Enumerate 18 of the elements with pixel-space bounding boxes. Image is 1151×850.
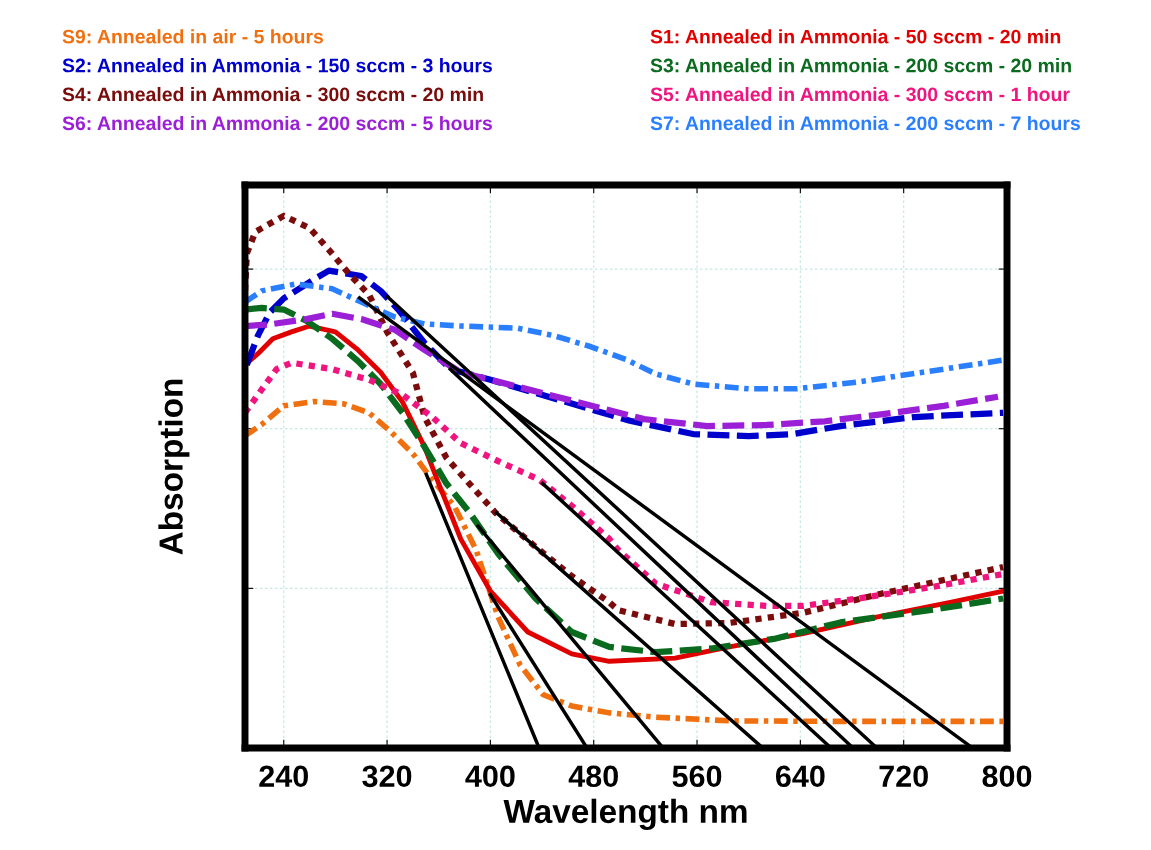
- x-tick-label: 560: [672, 765, 722, 788]
- text: S4: Annealed in Ammonia - 300 sccm - 20 min: [62, 86, 483, 102]
- text: S5: Annealed in Ammonia - 300 sccm - 1 hour: [650, 86, 1070, 102]
- x-tick-label: 240: [259, 765, 308, 788]
- x-tick-label: 720: [879, 765, 928, 788]
- text: S9: Annealed in air - 5 hours: [62, 29, 324, 44]
- text: S2: Annealed in Ammonia - 150 sccm - 3 hours: [62, 58, 492, 73]
- x-tick-label: 320: [362, 765, 412, 788]
- text: S3: Annealed in Ammonia - 200 sccm - 20 min: [650, 58, 1071, 73]
- y-axis-title: Absorption: [158, 379, 190, 555]
- text: S6: Annealed in Ammonia - 200 sccm - 5 hours: [62, 115, 492, 131]
- x-tick-label: 400: [465, 765, 515, 788]
- x-axis-title: Wavelength nm: [503, 798, 747, 830]
- x-tick-label: 480: [568, 765, 618, 788]
- text: S7: Annealed in Ammonia - 200 sccm - 7 hours: [650, 115, 1080, 131]
- text: S1: Annealed in Ammonia - 50 sccm - 20 min: [650, 29, 1061, 44]
- x-tick-label: 800: [982, 765, 1032, 788]
- x-tick-label: 640: [775, 765, 825, 788]
